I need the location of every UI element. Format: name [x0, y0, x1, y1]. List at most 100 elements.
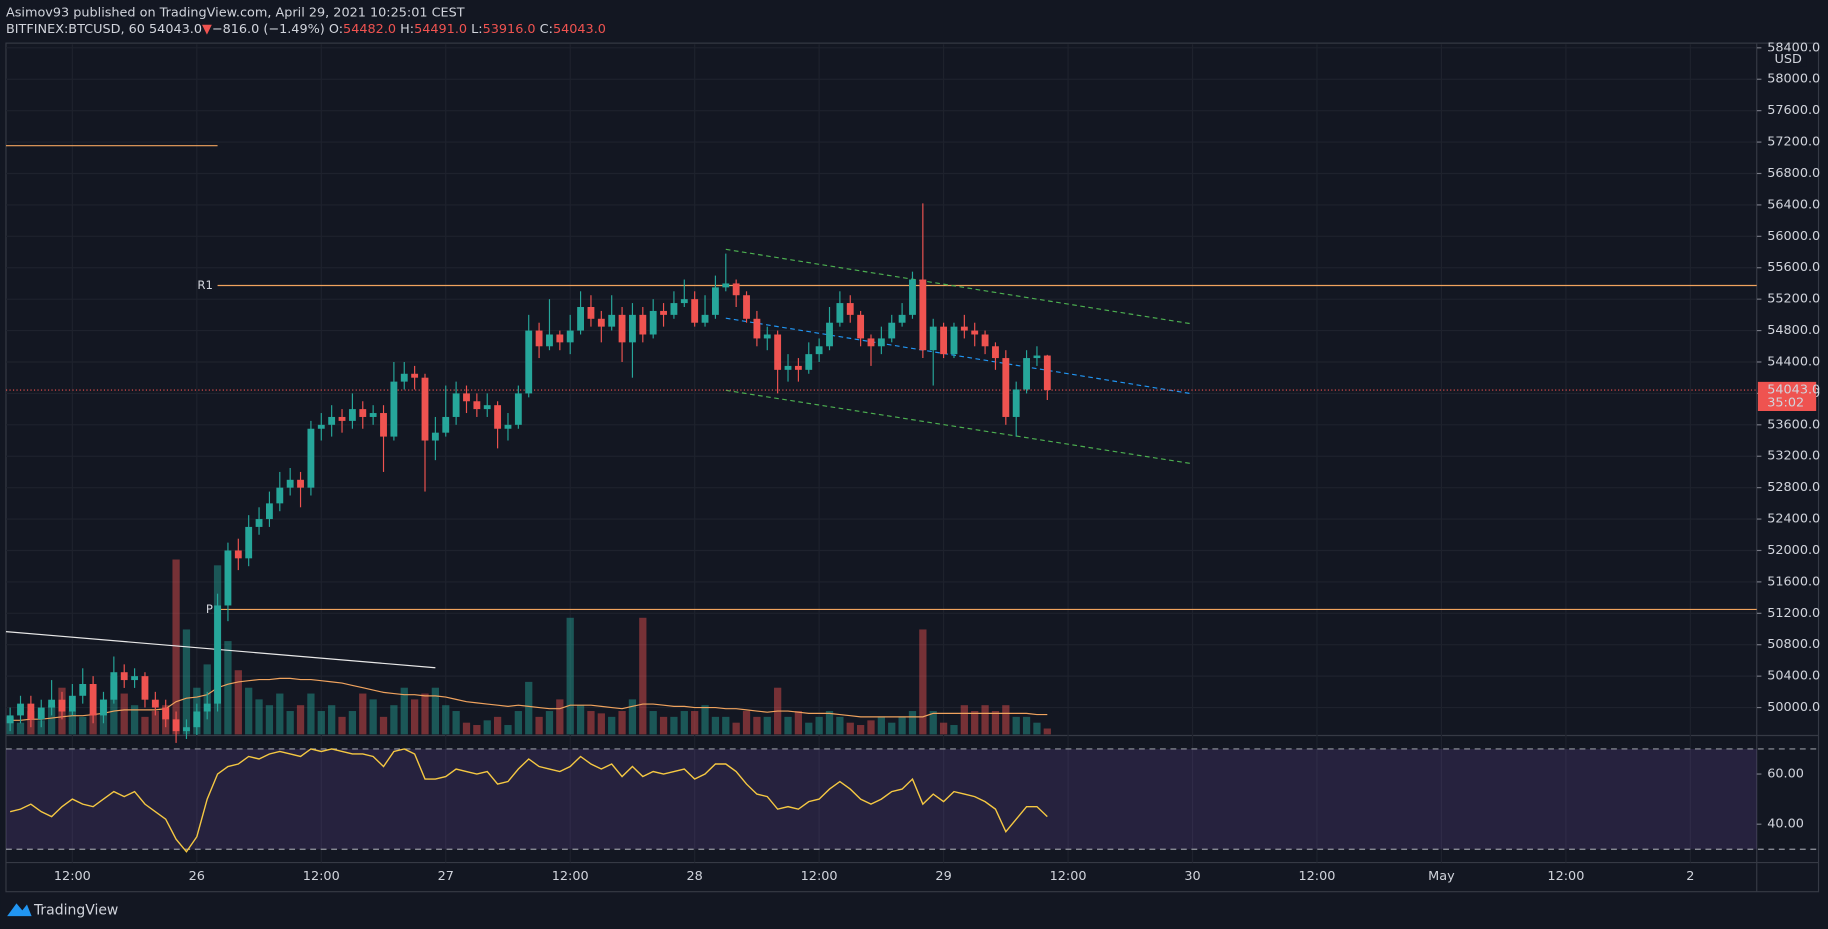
candle-body — [17, 703, 24, 716]
candle-body — [390, 381, 398, 437]
candle-body — [670, 303, 678, 315]
candle-body — [660, 310, 667, 315]
volume-bar — [79, 716, 87, 735]
candle-body — [629, 314, 636, 343]
volume-bar — [701, 705, 709, 735]
volume-bar — [338, 716, 346, 735]
o-label: O: — [329, 22, 343, 37]
h-label: H: — [400, 22, 414, 37]
x-tick-label: 12:00 — [1547, 869, 1584, 884]
candle-body — [577, 307, 585, 331]
volume-bar — [877, 716, 885, 735]
candle-body — [131, 676, 139, 681]
candle-body — [27, 703, 35, 720]
candle-body — [525, 330, 533, 394]
candle-body — [348, 409, 356, 421]
publisher: Asimov93 published on TradingView.com, A… — [6, 5, 465, 20]
volume-bar — [587, 711, 595, 735]
volume-bar — [68, 711, 76, 735]
candle-body — [805, 354, 813, 370]
candle-body — [514, 393, 522, 425]
candle-body — [494, 405, 502, 429]
candle-body — [214, 605, 221, 704]
volume-bar — [141, 716, 149, 735]
candle-body — [929, 326, 937, 351]
y-tick-label: 55600.0 — [1767, 260, 1820, 275]
volume-bar — [255, 699, 263, 735]
candle-body — [836, 303, 844, 323]
candle-body — [245, 526, 253, 559]
candle-body — [359, 409, 367, 417]
volume-bar — [1033, 722, 1041, 735]
volume-bar — [981, 705, 989, 735]
candle-body — [971, 330, 979, 335]
candle-body — [867, 338, 875, 347]
volume-bar — [234, 670, 242, 735]
y-tick-label: 58000.0 — [1767, 72, 1820, 87]
y-tick-label: 53200.0 — [1767, 449, 1820, 464]
volume-bar — [722, 716, 730, 735]
volume-bar — [130, 705, 139, 735]
candle-body — [877, 338, 885, 347]
volume-bar — [442, 705, 450, 735]
candle-body — [286, 479, 294, 488]
volume-bar — [421, 693, 429, 735]
y-tick-label: 56800.0 — [1767, 166, 1820, 181]
volume-bar — [732, 722, 740, 735]
candle-body — [763, 334, 771, 339]
candle-body — [556, 334, 564, 343]
volume-bar — [960, 705, 968, 735]
volume-bar — [493, 716, 502, 735]
legend-line: BITFINEX:BTCUSD, 60 54043.0▼−816.0 (−1.4… — [6, 22, 606, 37]
volume-bar — [566, 617, 574, 735]
volume-bar — [265, 705, 274, 735]
volume-bar — [525, 681, 533, 735]
candle-body — [369, 413, 377, 417]
volume-bar — [805, 722, 813, 735]
volume-bar — [597, 713, 605, 735]
candle-body — [442, 416, 450, 433]
volume-bar — [328, 705, 336, 735]
candle-body — [960, 326, 968, 331]
candle-body — [1033, 355, 1041, 359]
volume-bar — [929, 711, 937, 735]
y-tick-label: 52000.0 — [1767, 543, 1820, 558]
candle-body — [857, 314, 865, 339]
volume-bar — [608, 716, 616, 735]
candle-body — [909, 279, 916, 315]
volume-bar — [182, 629, 191, 735]
change: −816.0 (−1.49%) — [212, 22, 325, 37]
candle-body — [753, 318, 761, 339]
c-label: C: — [540, 22, 553, 37]
candle-body — [888, 322, 896, 339]
volume-bar — [888, 722, 896, 735]
candle-body — [68, 695, 76, 712]
volume-bar — [369, 699, 377, 735]
candle-body — [411, 373, 419, 378]
y-tick-label: 51200.0 — [1767, 606, 1820, 621]
candle-body — [276, 487, 284, 504]
drawing-label: P — [206, 602, 213, 616]
volume-bar — [411, 699, 419, 735]
candle-body — [649, 310, 657, 335]
x-tick-label: May — [1428, 869, 1455, 884]
candle-body — [100, 699, 107, 716]
volume-bar — [1012, 716, 1020, 735]
y-tick-label: 57200.0 — [1767, 135, 1820, 150]
candle-body — [981, 334, 989, 347]
volume-bar — [618, 711, 626, 735]
y-tick-label: 52400.0 — [1767, 512, 1820, 527]
candle-body — [846, 303, 854, 315]
candle-body — [618, 314, 626, 343]
candle-body — [58, 699, 66, 712]
candle-body — [421, 377, 429, 441]
volume-bar — [431, 687, 440, 735]
candle-body — [297, 479, 304, 488]
candle-body — [794, 365, 802, 370]
l-label: L: — [471, 22, 482, 37]
volume-bar — [47, 705, 56, 735]
volume-bar — [276, 693, 284, 735]
x-tick-label: 12:00 — [54, 869, 91, 884]
candle-body — [546, 334, 553, 347]
